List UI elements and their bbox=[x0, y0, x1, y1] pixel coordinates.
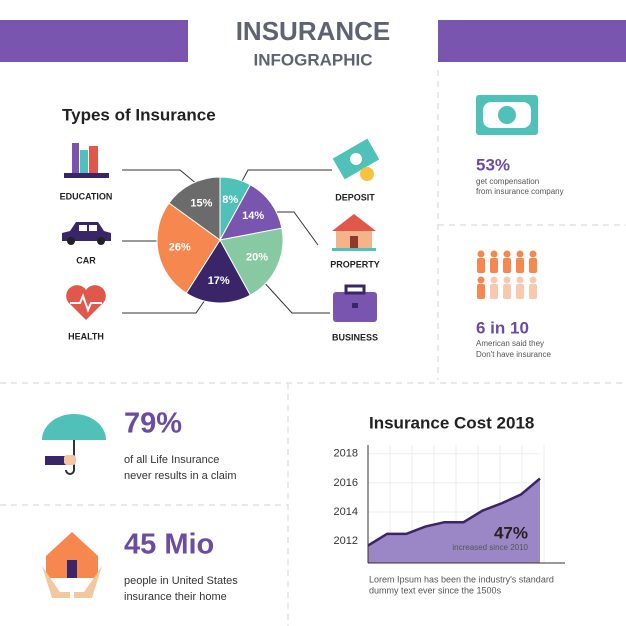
slice-label: 14% bbox=[242, 210, 264, 222]
person-head bbox=[477, 250, 485, 258]
pie-slice bbox=[156, 202, 221, 294]
stat-text: of all Life Insurance bbox=[124, 454, 219, 466]
y-tick-label: 2014 bbox=[334, 506, 358, 518]
area-chart: 2012 2014 2016 2018 bbox=[334, 445, 565, 564]
person-body bbox=[490, 284, 498, 299]
stat-value: 53% bbox=[476, 155, 510, 174]
person-body bbox=[516, 284, 524, 299]
person-body bbox=[516, 258, 524, 273]
stat-text: people in United States bbox=[124, 575, 238, 587]
slice-label: 17% bbox=[208, 275, 230, 287]
pie-slice bbox=[219, 184, 283, 241]
stat-text: American said they bbox=[476, 339, 544, 348]
person-body bbox=[490, 258, 498, 273]
caption: dummy text ever since the 1500s bbox=[369, 585, 502, 595]
person-body bbox=[529, 284, 537, 299]
stat-value: 79% bbox=[124, 408, 182, 440]
header-title: INSURANCE bbox=[236, 16, 391, 46]
person-head bbox=[503, 276, 511, 284]
category-label: CAR bbox=[76, 255, 96, 265]
stat-text: from insurance company bbox=[476, 187, 564, 196]
property-icon bbox=[332, 214, 376, 251]
pie-slice bbox=[168, 176, 221, 241]
person-head bbox=[477, 276, 485, 284]
category-label: BUSINESS bbox=[332, 332, 378, 342]
person-head bbox=[529, 276, 537, 284]
person-body bbox=[477, 258, 485, 273]
person-head bbox=[529, 250, 537, 258]
stat-text: insurance their home bbox=[124, 591, 227, 603]
header-band bbox=[438, 20, 626, 62]
category-label: EDUCATION bbox=[60, 191, 113, 201]
header-subtitle: INFOGRAPHIC bbox=[254, 50, 373, 69]
caption: Lorem Ipsum has been the industry's stan… bbox=[369, 574, 554, 584]
stat-text: get compensation bbox=[476, 177, 539, 186]
annotation-value: 47% bbox=[494, 523, 528, 542]
person-head bbox=[516, 276, 524, 284]
y-tick-label: 2016 bbox=[334, 477, 358, 489]
business-icon bbox=[333, 284, 377, 322]
person-body bbox=[503, 284, 511, 299]
stat-value: 45 Mio bbox=[124, 529, 214, 561]
slice-label: 8% bbox=[222, 194, 238, 206]
people-icon bbox=[477, 250, 537, 299]
education-icon bbox=[64, 143, 109, 178]
stat-text: never results in a claim bbox=[124, 470, 237, 482]
separator bbox=[0, 70, 626, 626]
stat-text: Don't have insurance bbox=[476, 350, 551, 359]
person-body bbox=[477, 284, 485, 299]
annotation-text: increased since 2010 bbox=[452, 543, 528, 552]
category-label: HEALTH bbox=[68, 331, 104, 341]
slice-label: 15% bbox=[190, 197, 212, 209]
category-label: DEPOSIT bbox=[335, 192, 375, 202]
slice-label: 26% bbox=[169, 242, 191, 254]
pie-title: Types of Insurance bbox=[62, 105, 216, 124]
slice-label: 20% bbox=[246, 251, 268, 263]
person-body bbox=[529, 258, 537, 273]
person-head bbox=[516, 250, 524, 258]
category-label: PROPERTY bbox=[330, 259, 380, 269]
person-head bbox=[503, 250, 511, 258]
car-icon bbox=[62, 222, 111, 245]
pie-chart: 8% 14% 20% 17% 26% 15% bbox=[156, 176, 284, 304]
stat-value: 6 in 10 bbox=[476, 318, 529, 337]
deposit-icon bbox=[332, 138, 380, 181]
person-body bbox=[503, 258, 511, 273]
umbrella-icon bbox=[42, 414, 106, 475]
person-head bbox=[490, 276, 498, 284]
area-line bbox=[367, 477, 541, 547]
connector bbox=[122, 169, 332, 314]
person-head bbox=[490, 250, 498, 258]
health-icon bbox=[66, 285, 106, 320]
pie-slice bbox=[219, 227, 284, 296]
money-icon bbox=[476, 95, 538, 135]
y-tick-label: 2018 bbox=[334, 448, 358, 460]
area-title: Insurance Cost 2018 bbox=[369, 413, 534, 432]
pie-slice bbox=[185, 239, 252, 304]
home-care-icon bbox=[42, 532, 102, 598]
area-fill bbox=[368, 478, 540, 563]
header-band bbox=[0, 20, 188, 62]
y-tick-label: 2012 bbox=[334, 535, 358, 547]
